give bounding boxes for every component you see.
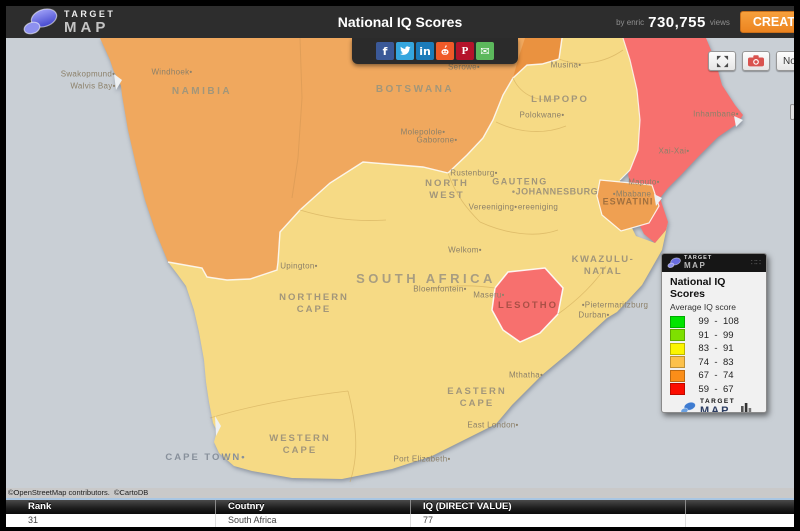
legend-entry: 91-99 xyxy=(670,329,758,343)
column-header[interactable]: Rank xyxy=(28,501,52,512)
views-count: 730,755 xyxy=(648,13,706,31)
legend-entry: 59-67 xyxy=(670,383,758,397)
region-zimbabwe[interactable] xyxy=(513,38,562,78)
legend-swatch xyxy=(670,369,685,382)
legend-entries: 99-108 91-99 83-91 74-83 67-74 59-67 xyxy=(670,315,758,396)
table-header: Rank Coutnry IQ (DIRECT VALUE) xyxy=(6,498,794,514)
legend-footer-logo-line-2: MAP xyxy=(700,404,731,413)
chart-bars-icon[interactable] xyxy=(741,402,752,413)
legend-swatch xyxy=(670,356,685,369)
column-header[interactable]: IQ (DIRECT VALUE) xyxy=(410,500,685,514)
province-borders xyxy=(209,49,624,483)
legend-drag-handle-icon[interactable]: ∷∷ xyxy=(750,258,761,267)
coastal-patches xyxy=(114,74,743,436)
create-button[interactable]: CREAT xyxy=(739,11,794,33)
column-header[interactable]: Coutnry xyxy=(215,500,410,514)
page-title: National IQ Scores xyxy=(337,14,463,30)
map-attribution: ©OpenStreetMap contributors. ©CartoDB xyxy=(6,488,794,498)
legend-footer-logo-icon xyxy=(680,401,696,412)
snapshot-button[interactable] xyxy=(742,51,770,71)
views-label: views xyxy=(709,17,730,27)
legend-entry: 74-83 xyxy=(670,356,758,370)
legend-swatch xyxy=(670,315,685,328)
legend-swatch xyxy=(670,329,685,342)
table-row[interactable]: 31 South Africa 77 xyxy=(6,514,794,527)
legend-footer-logo-text: TARGET MAP xyxy=(700,398,736,413)
legend-swatch xyxy=(670,342,685,355)
border-namibia-botswana-sa xyxy=(167,38,563,281)
pinterest-icon[interactable]: P xyxy=(456,42,474,60)
region-lesotho[interactable] xyxy=(491,267,564,343)
region-eswatini[interactable] xyxy=(596,179,660,232)
linkedin-icon[interactable]: in xyxy=(416,42,434,60)
legend-body: National IQ Scores Average IQ score 99-1… xyxy=(662,272,766,413)
header: TARGET MAP National IQ Scores by enric 7… xyxy=(6,6,794,38)
facebook-icon[interactable]: f xyxy=(376,42,394,60)
targetmap-logo-icon xyxy=(23,8,58,35)
legend-entry: 67-74 xyxy=(670,369,758,383)
table-body: 31 South Africa 77 xyxy=(6,514,794,527)
camera-icon xyxy=(748,55,764,67)
legend-swatch xyxy=(670,383,685,396)
legend-subtitle: Average IQ score xyxy=(670,302,736,312)
twitter-icon[interactable] xyxy=(396,42,414,60)
legend-footer: TARGET MAP xyxy=(670,396,758,413)
fullscreen-button[interactable] xyxy=(708,51,736,71)
targetmap-logo[interactable]: TARGET MAP xyxy=(22,7,115,37)
view-mode-button[interactable]: No xyxy=(776,51,794,71)
legend-entry: 83-91 xyxy=(670,342,758,356)
map-canvas[interactable]: NAMIBIA BOTSWANA LIMPOPO NORTH WEST GAUTENG •J… xyxy=(6,38,794,488)
region-namibia-botswana[interactable] xyxy=(100,38,527,280)
fullscreen-icon xyxy=(716,55,728,67)
legend-footer-logo-line-1: TARGET xyxy=(700,398,736,405)
legend-titlebar[interactable]: TARGET MAP ∷∷ xyxy=(662,254,766,272)
column-header-filler xyxy=(685,500,794,514)
reddit-icon[interactable] xyxy=(436,42,454,60)
email-icon[interactable]: ✉ xyxy=(476,42,494,60)
logo-line-2: MAP xyxy=(64,18,110,36)
logo-line-1: TARGET xyxy=(64,8,116,19)
legend-title: National IQ Scores xyxy=(670,276,726,300)
targetmap-app: TARGET MAP National IQ Scores by enric 7… xyxy=(6,6,794,527)
border-sa-mozambique xyxy=(619,38,641,181)
legend-logo-line-1: TARGET xyxy=(684,255,713,262)
header-right: by enric 730,755 views CREAT xyxy=(616,6,794,38)
legend-panel: TARGET MAP ∷∷ National IQ Scores Average… xyxy=(661,253,767,413)
author-byline[interactable]: by enric xyxy=(616,17,645,27)
legend-mini-logo-icon xyxy=(667,257,681,268)
legend-logo-line-2: MAP xyxy=(684,260,707,270)
share-bar: f in P ✉ xyxy=(352,38,518,64)
border-namibia-botswana-line xyxy=(291,38,303,199)
legend-scroll-handle[interactable] xyxy=(790,104,794,120)
legend-entry: 99-108 xyxy=(670,315,758,329)
legend-mini-logo-text: TARGET MAP xyxy=(684,256,712,270)
region-south-africa[interactable] xyxy=(168,38,668,479)
targetmap-logo-text: TARGET MAP xyxy=(64,8,116,36)
